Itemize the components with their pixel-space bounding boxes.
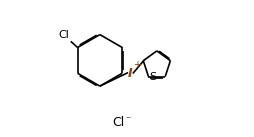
- Text: Cl: Cl: [113, 116, 125, 129]
- Text: Cl: Cl: [58, 30, 69, 40]
- Text: ⁻: ⁻: [125, 115, 131, 125]
- Text: S: S: [149, 72, 156, 82]
- Text: I: I: [128, 67, 133, 80]
- Text: +: +: [133, 60, 141, 70]
